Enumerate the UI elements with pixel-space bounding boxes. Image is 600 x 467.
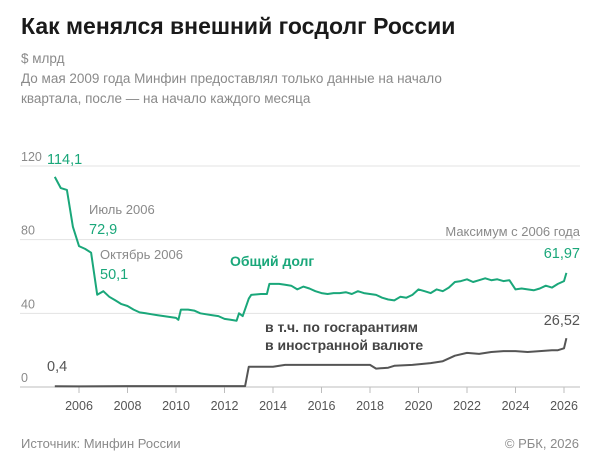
total-series-label: Общий долг (230, 253, 314, 269)
jul2006-value: 72,9 (89, 222, 117, 238)
y-tick-label: 0 (21, 371, 28, 385)
x-axis-ticks: 2006 2008 2010 2012 2014 2016 2018 2020 2022 2024… (65, 387, 578, 413)
x-tick-label: 2020 (405, 399, 433, 413)
subtitle-line-1: До мая 2009 года Минфин предоставлял тол… (21, 71, 442, 86)
annotations: 114,1 0,4 Июль 2006 72,9 Октябрь 2006 50,1 Общ… (47, 152, 581, 375)
x-tick-label: 2026 (550, 399, 578, 413)
guarantees-series-label-line-1: в т.ч. по госгарантиям (265, 319, 418, 335)
x-tick-label: 2014 (259, 399, 287, 413)
grid (20, 165, 580, 388)
max-label: Максимум с 2006 года (445, 224, 580, 239)
jul2006-label: Июль 2006 (89, 202, 155, 217)
copyright: © РБК, 2026 (505, 436, 579, 451)
x-tick-label: 2024 (502, 399, 530, 413)
subtitle-line-2: квартала, после — на начало каждого меся… (21, 91, 311, 106)
x-tick-label: 2018 (356, 399, 384, 413)
total-debt-line (53, 176, 568, 322)
x-tick-label: 2012 (211, 399, 239, 413)
series-lines (53, 176, 568, 388)
start-guarantees-value: 0,4 (47, 359, 67, 375)
x-tick-label: 2022 (453, 399, 481, 413)
y-tick-label: 80 (21, 224, 35, 238)
oct2006-label: Октябрь 2006 (100, 247, 183, 262)
x-tick-label: 2006 (65, 399, 93, 413)
x-tick-label: 2016 (308, 399, 336, 413)
unit-label: $ млрд (21, 51, 65, 66)
start-total-value: 114,1 (47, 152, 82, 168)
source-note: Источник: Минфин России (21, 436, 181, 451)
end-total-value: 61,97 (544, 246, 580, 262)
end-guarantees-value: 26,52 (544, 313, 580, 329)
y-axis-ticks: 0 40 80 120 (21, 150, 42, 385)
y-tick-label: 40 (21, 297, 35, 311)
chart-title: Как менялся внешний госдолг России (21, 13, 455, 39)
x-tick-label: 2010 (162, 399, 190, 413)
y-tick-label: 120 (21, 150, 42, 164)
oct2006-value: 50,1 (100, 267, 128, 283)
x-tick-label: 2008 (114, 399, 142, 413)
guarantees-series-label-line-2: в иностранной валюте (265, 337, 423, 353)
guarantees-debt-line (54, 337, 568, 388)
